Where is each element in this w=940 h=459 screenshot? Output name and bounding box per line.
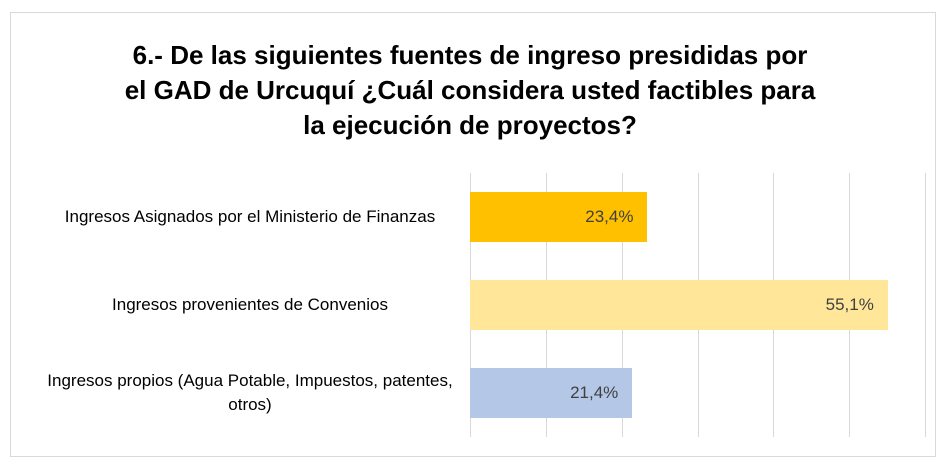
bar — [470, 191, 648, 243]
grid-line — [925, 173, 926, 437]
data-label: 21,4% — [570, 383, 619, 402]
chart-frame — [10, 12, 936, 457]
chart-title: 6.- De las siguientes fuentes de ingreso… — [124, 40, 816, 140]
bar — [470, 279, 888, 331]
bar — [470, 367, 633, 419]
category-label: Ingresos Asignados por el Ministerio de … — [64, 207, 436, 226]
data-label: 55,1% — [825, 295, 874, 314]
category-label: Ingresos provenientes de Convenios — [112, 295, 388, 314]
data-label: 23,4% — [585, 207, 634, 226]
category-label: Ingresos propios (Agua Potable, Impuesto… — [47, 371, 453, 414]
